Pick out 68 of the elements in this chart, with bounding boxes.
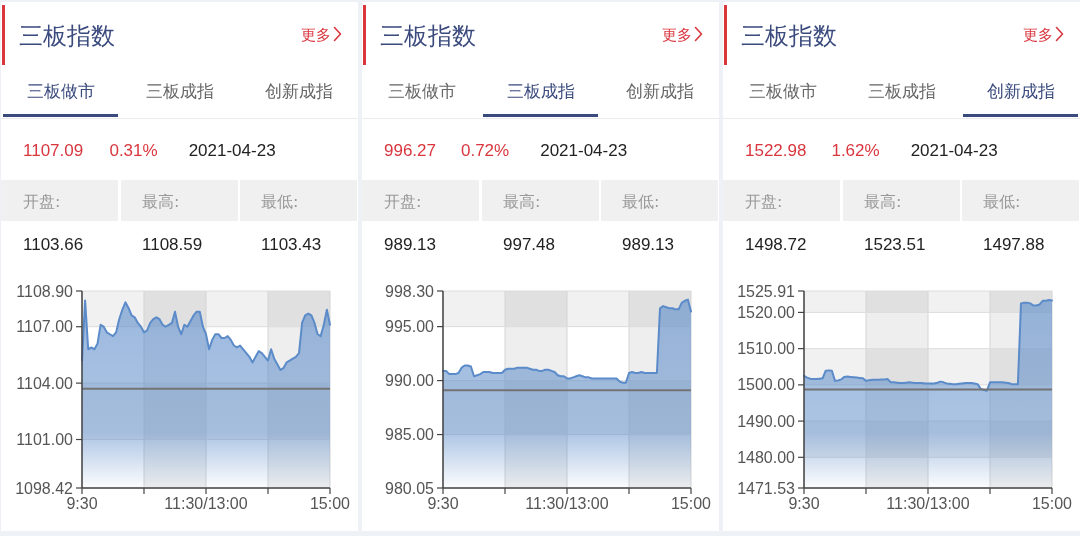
text: 更多 (1023, 26, 1053, 44)
y-tick-label: 1520.00 (737, 303, 796, 321)
text: 1.62% (831, 141, 880, 160)
chart-title: 三板指数 (741, 22, 837, 50)
text: 三板成指 (867, 81, 936, 101)
text: 最低: (983, 192, 1021, 211)
text: 997.48 (503, 235, 555, 254)
text: 1497.88 (983, 235, 1045, 254)
text: 989.13 (622, 235, 674, 254)
y-tick-label: 1525.91 (737, 282, 796, 300)
text: 开盘: (23, 192, 61, 211)
text: 开盘: (384, 192, 422, 211)
x-tick-label: 15:00 (670, 495, 712, 512)
x-tick-label: 15:00 (1031, 495, 1073, 512)
text: 最低: (622, 192, 660, 211)
y-tick-label: 1471.53 (737, 479, 796, 497)
text: 1108.59 (142, 235, 203, 254)
chart-title: 三板指数 (380, 22, 476, 50)
chart-title: 三板指数 (19, 22, 115, 50)
text: 创新成指 (986, 81, 1055, 101)
text: 更多 (301, 26, 331, 44)
text: 1103.43 (261, 235, 322, 254)
y-tick-label: 1104.00 (16, 374, 74, 392)
y-tick-label: 990.00 (385, 372, 435, 390)
text: 开盘: (745, 192, 783, 211)
text: 最低: (261, 192, 299, 211)
x-tick-label: 11:30/13:00 (525, 495, 609, 512)
text: 最高: (503, 192, 541, 211)
y-tick-label: 1108.90 (16, 282, 74, 300)
text: 2021-04-23 (540, 141, 628, 160)
y-tick-label: 1510.00 (737, 340, 796, 358)
text: 三板做市 (387, 81, 456, 101)
y-tick-label: 1480.00 (737, 448, 796, 466)
text: 创新成指 (625, 81, 694, 101)
text: 创新成指 (264, 81, 333, 101)
text: 更多 (662, 26, 692, 44)
x-tick-label: 15:00 (309, 495, 351, 512)
y-tick-label: 1490.00 (737, 412, 796, 430)
text: 三板做市 (26, 81, 95, 101)
text: 最高: (142, 192, 180, 211)
text: 989.13 (384, 235, 436, 254)
text: 1107.09 (23, 141, 84, 160)
text: 最高: (864, 192, 902, 211)
text: 三板做市 (748, 81, 817, 101)
text: 三板成指 (145, 81, 214, 101)
x-tick-label: 9:30 (427, 495, 459, 512)
text: 996.27 (384, 141, 436, 160)
text: 三板成指 (506, 81, 575, 101)
y-tick-label: 1101.00 (16, 431, 74, 448)
y-tick-label: 980.05 (385, 479, 435, 497)
y-tick-label: 1500.00 (737, 376, 796, 394)
text: 2021-04-23 (188, 141, 276, 160)
x-tick-label: 11:30/13:00 (886, 495, 970, 512)
text: 0.72% (460, 141, 510, 160)
text: 2021-04-23 (910, 141, 998, 160)
x-tick-label: 11:30/13:00 (164, 495, 248, 512)
x-tick-label: 9:30 (66, 495, 98, 512)
text: 1498.72 (745, 235, 807, 254)
y-tick-label: 1098.42 (15, 479, 74, 497)
y-tick-label: 998.30 (385, 282, 435, 300)
y-tick-label: 985.00 (385, 426, 435, 444)
text: 0.31% (109, 141, 158, 160)
y-tick-label: 1107.00 (16, 318, 74, 336)
text: 1103.66 (23, 235, 84, 254)
x-tick-label: 9:30 (788, 495, 820, 512)
text: 1522.98 (745, 141, 807, 160)
text: 1523.51 (864, 235, 926, 254)
y-tick-label: 995.00 (385, 318, 435, 336)
